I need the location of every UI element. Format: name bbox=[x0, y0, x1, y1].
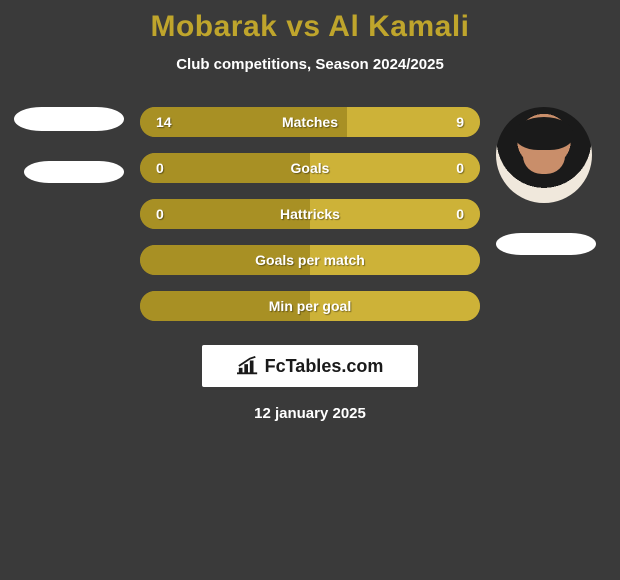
page-title: Mobarak vs Al Kamali bbox=[0, 10, 620, 44]
player-right-avatar bbox=[496, 107, 592, 203]
player-left-placeholder-2 bbox=[24, 161, 124, 183]
fctables-badge: FcTables.com bbox=[202, 345, 418, 387]
comparison-card: Mobarak vs Al Kamali Club competitions, … bbox=[0, 0, 620, 422]
stat-bar-right-fill bbox=[310, 153, 480, 183]
stat-bar-right-fill bbox=[310, 245, 480, 275]
stat-bar: Matches149 bbox=[140, 107, 480, 137]
stat-bar-left-value: 0 bbox=[156, 206, 164, 222]
stat-bar: Min per goal bbox=[140, 291, 480, 321]
stat-bar-right-value: 9 bbox=[456, 114, 464, 130]
badge-text: FcTables.com bbox=[265, 356, 384, 377]
stat-bar-left-value: 14 bbox=[156, 114, 172, 130]
stat-bar-left-fill bbox=[140, 245, 310, 275]
comparison-area: Matches149Goals00Hattricks00Goals per ma… bbox=[0, 107, 620, 321]
stat-bar-right-fill bbox=[310, 199, 480, 229]
player-right-column bbox=[496, 107, 606, 255]
chart-icon bbox=[237, 356, 259, 376]
stat-bar-right-value: 0 bbox=[456, 206, 464, 222]
stat-bar: Hattricks00 bbox=[140, 199, 480, 229]
stat-bar: Goals per match bbox=[140, 245, 480, 275]
subtitle: Club competitions, Season 2024/2025 bbox=[0, 56, 620, 73]
stat-bar-left-fill bbox=[140, 199, 310, 229]
player-left-column bbox=[14, 107, 124, 183]
stat-bar-right-value: 0 bbox=[456, 160, 464, 176]
stat-bar-left-fill bbox=[140, 153, 310, 183]
player-left-avatar-placeholder bbox=[14, 107, 124, 131]
stat-bar-left-fill bbox=[140, 291, 310, 321]
stat-bar-left-value: 0 bbox=[156, 160, 164, 176]
stat-bar-list: Matches149Goals00Hattricks00Goals per ma… bbox=[140, 107, 480, 321]
stat-bar: Goals00 bbox=[140, 153, 480, 183]
stat-bar-right-fill bbox=[310, 291, 480, 321]
date-line: 12 january 2025 bbox=[0, 405, 620, 422]
player-right-placeholder bbox=[496, 233, 596, 255]
